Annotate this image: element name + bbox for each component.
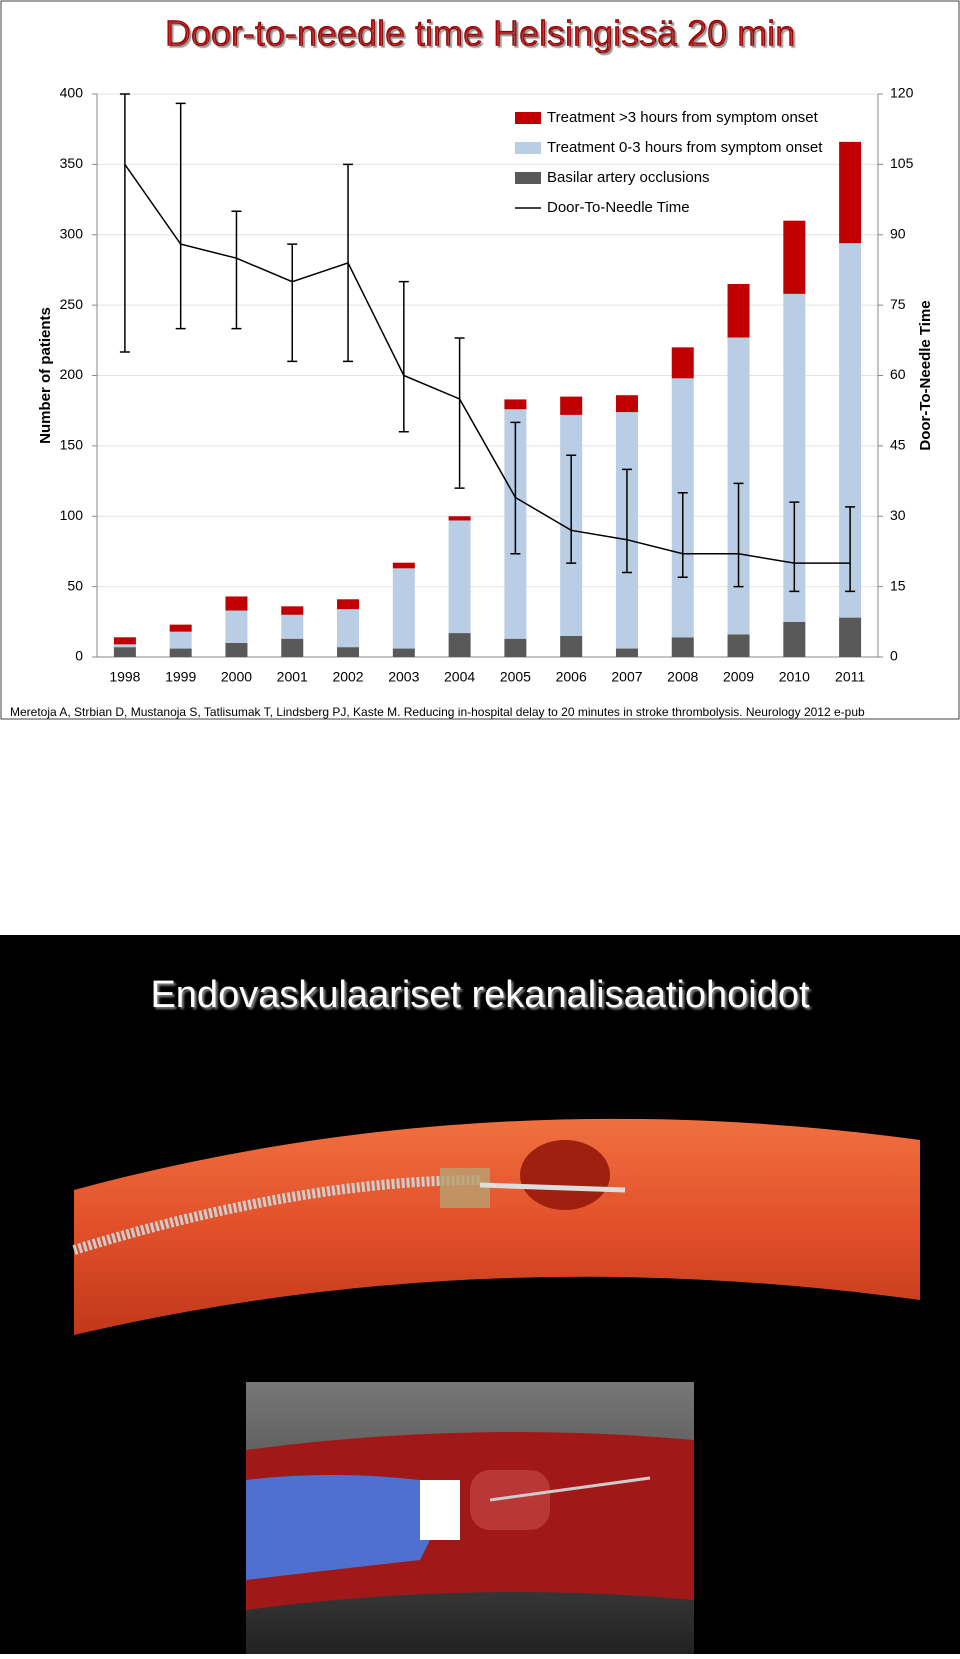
- error-bar: [231, 210, 242, 330]
- y-tick-label: 250: [60, 296, 84, 312]
- y-tick-label: 300: [60, 225, 84, 241]
- legend-swatch: [515, 142, 541, 154]
- y-tick-label: 100: [60, 507, 84, 523]
- bar-segment: [839, 617, 862, 657]
- bar-segment: [448, 633, 471, 657]
- bar-segment: [392, 562, 415, 569]
- y-tick-label: 0: [75, 648, 83, 664]
- bar-segment: [225, 596, 248, 611]
- x-tick-label: 2010: [779, 669, 810, 685]
- citation: Meretoja A, Strbian D, Mustanoja S, Tatl…: [10, 705, 865, 719]
- bar-segment: [839, 243, 862, 618]
- legend-label: Basilar artery occlusions: [547, 169, 710, 186]
- y-tick-label: 350: [60, 155, 84, 171]
- catheter-illustration: [72, 1118, 920, 1335]
- y-tick-label: 150: [60, 437, 84, 453]
- legend-swatch: [515, 112, 541, 124]
- y2-tick-label: 90: [890, 225, 906, 241]
- bar-segment: [839, 141, 862, 244]
- y2-axis-label: Door-To-Needle Time: [917, 300, 934, 450]
- bar-segment: [671, 637, 694, 657]
- x-tick-label: 2001: [277, 669, 308, 685]
- x-tick-label: 2003: [388, 669, 419, 685]
- y2-tick-label: 30: [890, 507, 906, 523]
- bar-segment: [783, 220, 806, 294]
- x-tick-label: 2005: [500, 669, 531, 685]
- bar-segment: [727, 284, 750, 338]
- line: [124, 163, 851, 564]
- bar-segment: [113, 637, 136, 645]
- bar-segment: [169, 648, 192, 657]
- error-bar: [621, 468, 632, 574]
- stent-retriever-illustration: [246, 1382, 694, 1654]
- x-tick-label: 2000: [221, 669, 252, 685]
- bar-segment: [281, 614, 304, 639]
- y-tick-label: 400: [60, 85, 84, 101]
- error-bar: [510, 421, 521, 555]
- bar-segment: [504, 638, 527, 657]
- y2-tick-label: 60: [890, 366, 906, 382]
- y2-tick-label: 105: [890, 155, 914, 171]
- x-tick-label: 2007: [611, 669, 642, 685]
- bar-segment: [337, 599, 360, 610]
- bar-segment: [783, 293, 806, 622]
- y2-tick-label: 75: [890, 296, 906, 312]
- legend-label: Door-To-Needle Time: [547, 199, 690, 216]
- slide-title: Door-to-needle time Helsingissä 20 min: [165, 13, 795, 54]
- error-bar: [789, 501, 800, 593]
- legend-label: Treatment 0-3 hours from symptom onset: [547, 139, 823, 156]
- bar-segment: [448, 516, 471, 521]
- bar-segment: [392, 648, 415, 657]
- error-bar: [845, 506, 856, 593]
- x-tick-label: 2009: [723, 669, 754, 685]
- bar-segment: [727, 634, 750, 657]
- bar-segment: [783, 621, 806, 657]
- x-tick-label: 2011: [835, 669, 865, 685]
- x-tick-label: 2006: [556, 669, 587, 685]
- bar-segment: [560, 396, 583, 415]
- bar-segment: [281, 638, 304, 657]
- bar-segment: [504, 399, 527, 410]
- error-bar: [566, 454, 577, 564]
- y2-tick-label: 45: [890, 437, 906, 453]
- bar-segment: [113, 647, 136, 657]
- legend-swatch: [515, 172, 541, 184]
- y-tick-label: 50: [67, 577, 83, 593]
- y2-tick-label: 0: [890, 648, 898, 664]
- bar-segment: [225, 642, 248, 657]
- x-tick-label: 1999: [165, 669, 196, 685]
- bar-segment: [281, 606, 304, 615]
- error-bar: [733, 482, 744, 588]
- x-tick-label: 2002: [332, 669, 363, 685]
- bar-segment: [169, 631, 192, 649]
- bar-segment: [113, 644, 136, 648]
- bar-segment: [671, 347, 694, 379]
- x-tick-label: 2008: [667, 669, 698, 685]
- legend-label: Treatment >3 hours from symptom onset: [547, 109, 819, 126]
- x-tick-label: 2004: [444, 669, 475, 685]
- bar-segment: [392, 568, 415, 649]
- error-bar: [119, 93, 130, 353]
- error-bar: [287, 243, 298, 363]
- bar-segment: [169, 624, 192, 632]
- error-bar: [677, 492, 688, 578]
- bar-segment: [560, 635, 583, 657]
- y2-tick-label: 15: [890, 577, 906, 593]
- error-bar: [175, 102, 186, 330]
- bar-segment: [615, 648, 638, 657]
- bar-segment: [337, 647, 360, 657]
- bar-segment: [448, 520, 471, 634]
- x-tick-label: 1998: [109, 669, 140, 685]
- error-bar: [398, 280, 409, 433]
- error-bar: [454, 337, 465, 489]
- bar-segment: [337, 609, 360, 648]
- y-axis-label: Number of patients: [37, 307, 54, 444]
- y-tick-label: 200: [60, 366, 84, 382]
- bar-segment: [225, 610, 248, 643]
- bar-segment: [615, 395, 638, 413]
- y2-tick-label: 120: [890, 85, 914, 101]
- slide-title: Endovaskulaariset rekanalisaatiohoidot: [150, 974, 810, 1016]
